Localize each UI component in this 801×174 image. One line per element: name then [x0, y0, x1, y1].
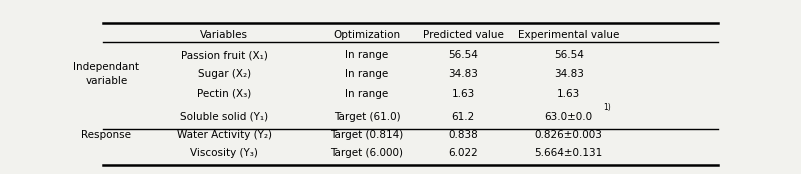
Text: 34.83: 34.83 — [449, 69, 478, 80]
Text: 63.0±0.0: 63.0±0.0 — [545, 112, 593, 122]
Text: Pectin (X₃): Pectin (X₃) — [197, 89, 252, 99]
Text: 0.838: 0.838 — [449, 130, 478, 140]
Text: Viscosity (Y₃): Viscosity (Y₃) — [191, 148, 258, 158]
Text: Predicted value: Predicted value — [423, 30, 504, 40]
Text: In range: In range — [345, 50, 388, 60]
Text: Target (6.000): Target (6.000) — [331, 148, 404, 158]
Text: 1.63: 1.63 — [452, 89, 475, 99]
Text: Soluble solid (Y₁): Soluble solid (Y₁) — [180, 112, 268, 122]
Text: 0.826±0.003: 0.826±0.003 — [535, 130, 602, 140]
Text: 61.2: 61.2 — [452, 112, 475, 122]
Text: 1.63: 1.63 — [557, 89, 581, 99]
Text: In range: In range — [345, 89, 388, 99]
Text: Variables: Variables — [200, 30, 248, 40]
Text: Passion fruit (X₁): Passion fruit (X₁) — [181, 50, 268, 60]
Text: 1): 1) — [603, 104, 611, 112]
Text: Response: Response — [82, 130, 131, 140]
Text: 56.54: 56.54 — [553, 50, 584, 60]
Text: Target (61.0): Target (61.0) — [334, 112, 400, 122]
Text: 6.022: 6.022 — [449, 148, 478, 158]
Text: Sugar (X₂): Sugar (X₂) — [198, 69, 251, 80]
Text: Optimization: Optimization — [333, 30, 400, 40]
Text: Independant
variable: Independant variable — [74, 62, 139, 86]
Text: 5.664±0.131: 5.664±0.131 — [535, 148, 603, 158]
Text: Water Activity (Y₂): Water Activity (Y₂) — [177, 130, 272, 140]
Text: Experimental value: Experimental value — [518, 30, 619, 40]
Text: 34.83: 34.83 — [553, 69, 584, 80]
Text: Target (0.814): Target (0.814) — [331, 130, 404, 140]
Text: In range: In range — [345, 69, 388, 80]
Text: 56.54: 56.54 — [449, 50, 478, 60]
